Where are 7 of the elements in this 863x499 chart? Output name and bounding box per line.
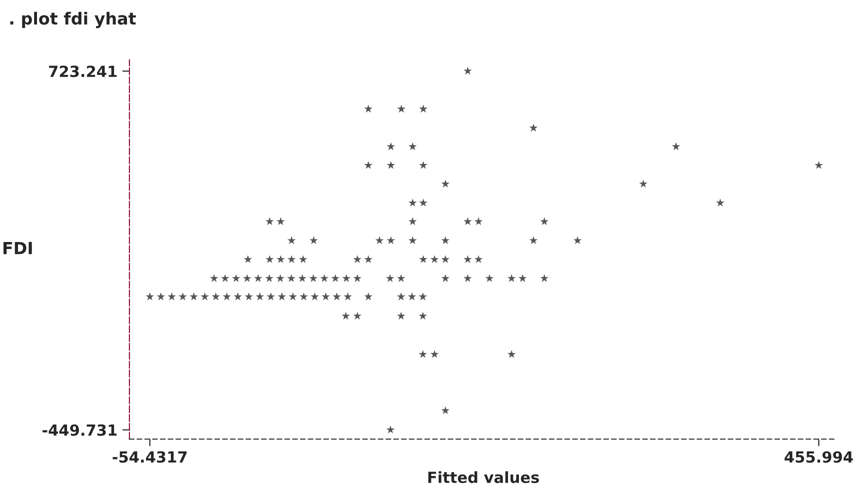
- y-tick-label: -449.731: [42, 424, 117, 436]
- chart-title: . plot fdi yhat: [10, 12, 136, 28]
- y-tick-label: 723.241: [49, 66, 117, 78]
- x-tick-label: 455.994: [784, 451, 853, 463]
- y-axis-title: FDI: [3, 242, 32, 254]
- x-tick-label: -54.4317: [112, 451, 187, 463]
- x-axis-title: Fitted values: [428, 471, 539, 484]
